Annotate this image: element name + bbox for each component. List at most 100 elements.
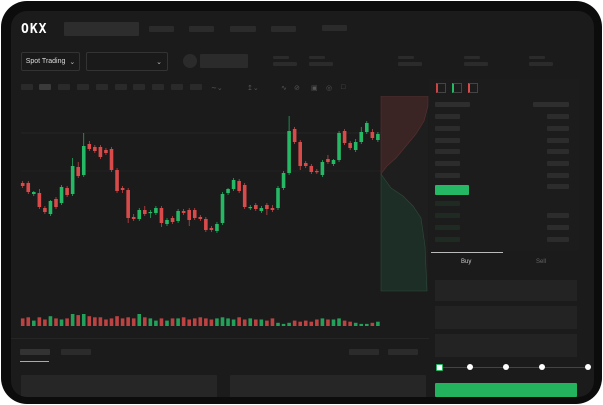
candle-body xyxy=(70,166,75,194)
candle-body xyxy=(65,188,69,195)
nav-item-placeholder[interactable] xyxy=(189,26,214,32)
volume-bar xyxy=(137,314,142,326)
stat-value-placeholder xyxy=(529,62,553,66)
draw-tool-icon[interactable]: ⊘ xyxy=(294,85,300,92)
tab-order-history[interactable] xyxy=(61,349,91,355)
candle-body xyxy=(104,150,108,153)
volume-bar xyxy=(337,318,341,326)
tab-buy[interactable]: Buy xyxy=(461,259,472,265)
fullscreen-icon[interactable]: □ xyxy=(341,84,346,91)
indicator-icon[interactable]: ↥⌄ xyxy=(247,85,259,92)
timeframe-button[interactable] xyxy=(96,84,108,90)
nav-item-placeholder[interactable] xyxy=(230,26,256,32)
volume-bar xyxy=(148,318,153,326)
candlestick-chart[interactable] xyxy=(11,96,431,331)
volume-bar xyxy=(231,319,236,326)
candle-body xyxy=(148,212,153,214)
volume-bar xyxy=(237,317,241,326)
last-price xyxy=(435,185,469,195)
chart-type-icon[interactable]: ∼⌄ xyxy=(211,85,223,92)
timeframe-button[interactable] xyxy=(58,84,70,90)
orderbook-both-icon[interactable] xyxy=(436,83,446,93)
okx-logo[interactable]: OKX xyxy=(21,22,48,37)
candle-body xyxy=(181,211,186,213)
ask-price xyxy=(435,138,460,143)
nav-item-placeholder[interactable] xyxy=(322,25,347,31)
timeframe-button[interactable] xyxy=(171,84,183,90)
candle-body xyxy=(226,189,230,193)
timeframe-button[interactable] xyxy=(77,84,89,90)
volume-bar xyxy=(43,319,47,326)
total-input[interactable] xyxy=(435,334,577,357)
volume-bar xyxy=(331,319,336,326)
timeframe-button[interactable] xyxy=(133,84,145,90)
ask-amount xyxy=(547,173,569,178)
volume-bar xyxy=(104,319,108,326)
candle-body xyxy=(170,218,175,222)
orderbook-asks-icon[interactable] xyxy=(468,83,478,93)
candle-body xyxy=(270,208,275,210)
volume-bar xyxy=(126,317,130,326)
volume-bar xyxy=(326,319,330,326)
volume-bar xyxy=(176,318,180,326)
timeframe-button[interactable] xyxy=(190,84,202,90)
timeframe-button[interactable] xyxy=(152,84,164,90)
candle-body xyxy=(365,123,369,132)
nav-item-placeholder[interactable] xyxy=(271,26,296,32)
volume-bar xyxy=(220,317,225,326)
pair-select[interactable]: ⌄ xyxy=(86,52,168,71)
settings-icon[interactable]: ◎ xyxy=(326,85,333,92)
slider-handle[interactable] xyxy=(436,364,443,371)
candle-body xyxy=(320,162,325,175)
candle-body xyxy=(32,192,36,194)
candle-body xyxy=(76,167,80,176)
slider-mark-75[interactable] xyxy=(539,364,545,370)
volume-bar xyxy=(276,322,280,326)
candle-body xyxy=(43,208,47,212)
tab-open-orders[interactable] xyxy=(20,349,50,355)
ask-amount xyxy=(547,126,569,131)
candle-body xyxy=(303,163,308,166)
amount-slider[interactable] xyxy=(436,364,591,371)
filter-button[interactable] xyxy=(349,349,379,355)
orderbook-bids-icon[interactable] xyxy=(452,83,462,93)
nav-item-placeholder[interactable] xyxy=(149,26,174,32)
volume-bar xyxy=(303,320,308,326)
candle-body xyxy=(259,208,264,211)
timeframe-button[interactable] xyxy=(21,84,33,90)
bid-amount xyxy=(547,237,569,242)
stat-value-placeholder xyxy=(398,62,422,66)
volume-bar xyxy=(181,317,186,326)
ask-amount xyxy=(547,161,569,166)
price-input[interactable] xyxy=(435,280,577,301)
slider-mark-25[interactable] xyxy=(467,364,473,370)
spot-trading-dropdown[interactable]: Spot Trading ⌄ xyxy=(21,52,80,71)
volume-bar xyxy=(32,320,36,326)
orders-panel xyxy=(21,375,217,397)
timeframe-button[interactable] xyxy=(115,84,127,90)
timeframe-button[interactable] xyxy=(39,84,51,90)
slider-mark-50[interactable] xyxy=(503,364,509,370)
camera-icon[interactable]: ▣ xyxy=(311,85,318,92)
candle-body xyxy=(192,210,197,218)
tab-sell[interactable]: Sell xyxy=(536,259,547,265)
slider-mark-100[interactable] xyxy=(585,364,591,370)
volume-bar xyxy=(165,320,169,326)
volume-bar xyxy=(26,317,31,326)
candle-body xyxy=(281,173,286,188)
candle-body xyxy=(254,205,258,209)
volume-bar xyxy=(204,318,208,326)
candle-body xyxy=(326,159,330,162)
filter-button[interactable] xyxy=(388,349,418,355)
amount-input[interactable] xyxy=(435,306,577,329)
candle-body xyxy=(298,142,302,166)
search-bar-placeholder[interactable] xyxy=(64,22,139,36)
line-tool-icon[interactable]: ∿ xyxy=(281,85,287,92)
buy-button[interactable] xyxy=(435,383,577,397)
candle-body xyxy=(154,208,158,213)
chevron-down-icon: ⌄ xyxy=(156,58,162,66)
stat-label-placeholder xyxy=(398,56,414,59)
volume-bar xyxy=(120,318,125,326)
bid-amount xyxy=(547,225,569,230)
